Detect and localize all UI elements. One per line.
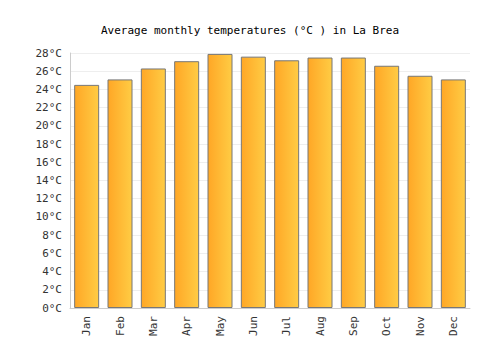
svg-text:26°C: 26°C — [36, 65, 63, 78]
svg-text:Aug: Aug — [314, 316, 327, 336]
svg-text:14°C: 14°C — [36, 174, 63, 187]
svg-text:May: May — [214, 316, 227, 336]
svg-text:10°C: 10°C — [36, 210, 63, 223]
svg-text:Mar: Mar — [147, 316, 160, 336]
svg-text:18°C: 18°C — [36, 138, 63, 151]
svg-text:Jun: Jun — [247, 316, 260, 336]
svg-text:22°C: 22°C — [36, 101, 63, 114]
svg-text:Jul: Jul — [280, 316, 293, 336]
svg-text:Dec: Dec — [447, 316, 460, 336]
svg-text:6°C: 6°C — [42, 247, 62, 260]
svg-text:Oct: Oct — [380, 316, 393, 336]
svg-text:28°C: 28°C — [36, 47, 63, 60]
svg-text:Average monthly temperatures (: Average monthly temperatures (°C ) in La… — [101, 24, 399, 37]
svg-text:12°C: 12°C — [36, 192, 63, 205]
svg-text:Sep: Sep — [347, 316, 360, 336]
svg-text:Jan: Jan — [80, 316, 93, 336]
svg-text:Feb: Feb — [114, 316, 127, 336]
svg-text:0°C: 0°C — [42, 302, 62, 315]
svg-text:8°C: 8°C — [42, 229, 62, 242]
svg-text:4°C: 4°C — [42, 265, 62, 278]
svg-text:16°C: 16°C — [36, 156, 63, 169]
svg-text:2°C: 2°C — [42, 283, 62, 296]
svg-text:20°C: 20°C — [36, 119, 63, 132]
svg-text:Nov: Nov — [414, 316, 427, 336]
svg-text:Apr: Apr — [180, 316, 193, 336]
svg-text:24°C: 24°C — [36, 83, 63, 96]
